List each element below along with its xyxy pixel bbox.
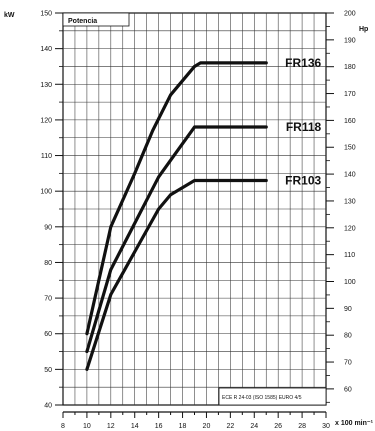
y-tick-label-right: 170 [344, 91, 356, 98]
x-tick-label: 10 [83, 423, 91, 430]
x-tick-label: 12 [107, 423, 115, 430]
y-tick-label-right: 160 [344, 118, 356, 125]
y-tick-label-right: 70 [344, 360, 352, 367]
y-tick-label-right: 60 [344, 386, 352, 393]
title-box [62, 12, 130, 27]
y-tick-label-left: 150 [40, 11, 52, 18]
y-tick-label-left: 120 [40, 117, 52, 124]
x-tick-label: 8 [61, 423, 65, 430]
y-axis-label-left: kW [4, 12, 15, 19]
series-line [85, 125, 268, 354]
y-tick-label-right: 130 [344, 198, 356, 205]
y-tick-label-left: 80 [44, 260, 52, 267]
x-tick-label: 28 [298, 423, 306, 430]
series-group [85, 61, 268, 371]
y-tick-label-left: 90 [44, 224, 52, 231]
y-tick-label-right: 150 [344, 145, 356, 152]
y-tick-label-right: 90 [344, 306, 352, 313]
y-tick-label-right: 190 [344, 37, 356, 44]
annotation-box [218, 387, 327, 406]
series-line [85, 61, 268, 336]
y-tick-label-right: 140 [344, 172, 356, 179]
y-tick-label-left: 130 [40, 82, 52, 89]
series-label: FR103 [285, 173, 321, 187]
series-label: FR118 [286, 120, 322, 134]
x-tick-label: 16 [155, 423, 163, 430]
y-tick-label-left: 70 [44, 296, 52, 303]
x-tick-label: 24 [250, 423, 258, 430]
labels-group: FR136 FR118 FR103 [285, 56, 321, 188]
series-label: FR136 [285, 56, 321, 70]
y-tick-label-right: 120 [344, 225, 356, 232]
chart-title: Potencia [68, 18, 97, 25]
y-axis-label-right: Hp [359, 26, 368, 33]
axes: 40 50 60 70 80 90 100 110 120 130 140 150 60 70 80 90 10… [40, 11, 355, 431]
y-tick-label-right: 100 [344, 279, 356, 286]
y-tick-label-right: 180 [344, 64, 356, 71]
series-line [85, 178, 268, 371]
y-tick-label-left: 100 [40, 189, 52, 196]
x-tick-label: 20 [203, 423, 211, 430]
annotation-text: ECE R 24-03 (ISO 1585) EURO 4/5 [222, 395, 302, 401]
x-tick-label: 26 [274, 423, 282, 430]
x-tick-label: 30 [322, 423, 330, 430]
x-tick-label: 22 [226, 423, 234, 430]
y-tick-label-left: 110 [41, 153, 52, 160]
x-tick-label: 18 [179, 423, 187, 430]
y-tick-label-right: 110 [344, 252, 355, 259]
x-axis-label: x 100 min⁻¹ [335, 420, 374, 427]
y-tick-label-right: 200 [344, 11, 356, 18]
y-tick-label-left: 140 [40, 46, 52, 53]
y-tick-label-right: 80 [344, 333, 352, 340]
x-tick-label: 14 [131, 423, 139, 430]
y-tick-label-left: 50 [44, 367, 52, 374]
y-tick-label-left: 40 [44, 403, 52, 410]
y-tick-label-left: 60 [44, 331, 52, 338]
